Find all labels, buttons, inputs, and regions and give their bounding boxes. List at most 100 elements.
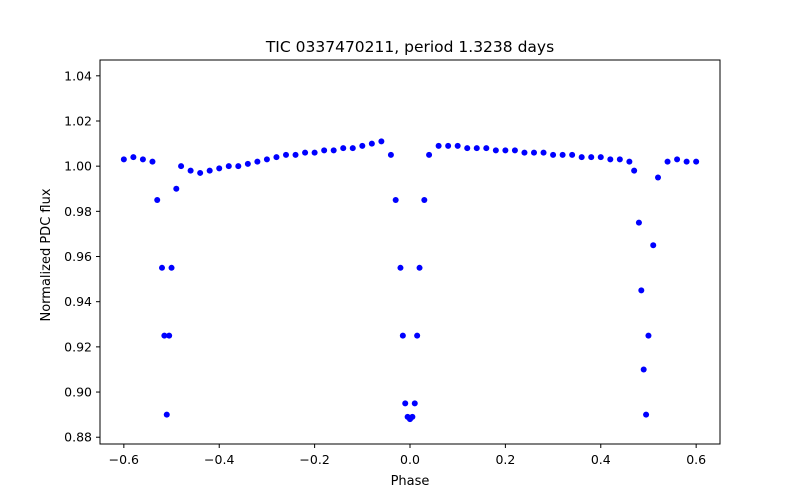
data-point [578, 154, 585, 161]
data-point [492, 147, 499, 154]
data-point [445, 142, 452, 149]
x-axis-label: Phase [391, 474, 430, 489]
data-point [330, 147, 337, 154]
data-point [139, 156, 146, 163]
data-point [130, 154, 137, 161]
data-point [311, 149, 318, 156]
y-tick-label: 0.90 [64, 385, 92, 400]
data-point [244, 160, 251, 167]
data-point [263, 156, 270, 163]
data-point [414, 332, 421, 339]
data-point [154, 197, 161, 204]
data-point [187, 167, 194, 174]
data-point [454, 142, 461, 149]
chart-title: TIC 0337470211, period 1.3238 days [265, 38, 554, 56]
data-point [302, 149, 309, 156]
data-point [409, 413, 416, 420]
data-point [626, 158, 633, 165]
data-point [693, 158, 700, 165]
data-point [340, 145, 347, 152]
data-point [387, 151, 394, 158]
data-point [399, 332, 406, 339]
x-tick-label: 0.2 [495, 452, 515, 467]
data-point [502, 147, 509, 154]
data-point [416, 264, 423, 271]
data-point [540, 149, 547, 156]
data-point [120, 156, 127, 163]
data-point [607, 156, 614, 163]
data-point [521, 149, 528, 156]
data-point [254, 158, 261, 165]
data-point [631, 167, 638, 174]
data-point [435, 142, 442, 149]
data-point [163, 411, 170, 418]
data-point [531, 149, 537, 156]
y-axis-label: Normalized PDC flux [39, 188, 54, 321]
data-point [359, 142, 366, 149]
data-point [392, 197, 399, 204]
data-point [655, 174, 661, 181]
data-point [216, 165, 223, 172]
data-point [473, 145, 480, 152]
axes: −0.6 −0.4 −0.2 0.0 0.2 0.4 0.6 0.88 0.90 0.92 0.94… [64, 59, 721, 467]
y-tick-label: 0.94 [64, 294, 92, 309]
data-point [321, 147, 328, 154]
y-tick-label: 0.96 [64, 249, 92, 264]
data-point [402, 400, 409, 407]
data-point [483, 145, 490, 152]
data-point [283, 151, 289, 158]
data-point [159, 264, 165, 271]
y-tick-label: 0.98 [64, 204, 92, 219]
data-point [197, 169, 204, 176]
y-tick-label: 1.02 [64, 113, 92, 128]
x-tick-label: −0.6 [109, 452, 139, 467]
data-point [421, 197, 428, 204]
data-point [550, 151, 557, 158]
data-point [588, 154, 595, 161]
data-point [273, 154, 280, 161]
data-point [397, 264, 404, 271]
data-point [683, 158, 690, 165]
x-tick-label: −0.2 [299, 452, 329, 467]
data-point [638, 287, 645, 294]
data-point [166, 332, 173, 339]
data-point [349, 145, 356, 152]
x-tick-label: −0.4 [204, 452, 234, 467]
data-point [426, 151, 433, 158]
data-point [464, 145, 471, 152]
data-point [411, 400, 418, 407]
data-points [120, 138, 700, 423]
data-point [511, 147, 518, 154]
data-point [559, 151, 566, 158]
x-tick-label: 0.6 [686, 452, 706, 467]
data-point [149, 158, 156, 165]
data-point [206, 167, 213, 174]
data-point [161, 332, 168, 339]
data-point [664, 158, 671, 165]
x-tick-label: 0.4 [591, 452, 611, 467]
data-point [168, 264, 175, 271]
data-point [368, 140, 375, 147]
y-tick-label: 1.04 [64, 68, 92, 83]
y-tick-label: 1.00 [64, 159, 92, 174]
data-point [640, 366, 647, 373]
data-point [292, 151, 299, 158]
y-tick-label: 0.88 [64, 430, 92, 445]
data-point [173, 185, 180, 192]
data-point [225, 163, 232, 170]
data-point [635, 219, 642, 226]
data-point [650, 242, 657, 249]
data-point [569, 151, 576, 158]
data-point [616, 156, 623, 163]
data-point [674, 156, 681, 163]
data-point [378, 138, 385, 145]
x-tick-label: 0.0 [400, 452, 420, 467]
data-point [235, 163, 242, 170]
data-point [597, 154, 604, 161]
data-point [645, 332, 652, 339]
data-point [643, 411, 650, 418]
data-point [178, 163, 185, 170]
